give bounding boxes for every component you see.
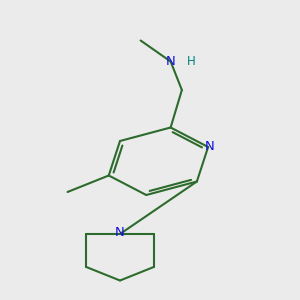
- Text: N: N: [166, 55, 176, 68]
- Text: N: N: [115, 226, 125, 239]
- Text: H: H: [187, 55, 196, 68]
- Text: N: N: [204, 140, 214, 154]
